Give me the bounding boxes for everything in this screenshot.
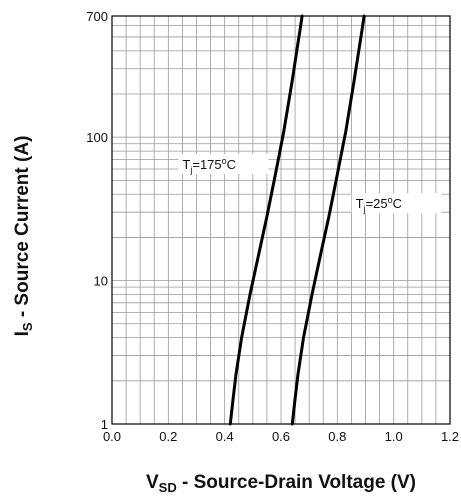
y-axis-title-sub: S bbox=[20, 322, 35, 331]
label-tj-175c-bg bbox=[178, 153, 269, 174]
x-axis-title-sub: SD bbox=[159, 480, 177, 495]
label-tj-25c-label-rest: =25 bbox=[366, 196, 388, 211]
label-tj-25c: Tj=25oC bbox=[356, 195, 402, 214]
x-axis-title: VSD - Source-Drain Voltage (V) bbox=[146, 472, 416, 495]
x-tick-label: 0.2 bbox=[159, 429, 177, 444]
label-tj-175c-label-rest: =175 bbox=[192, 157, 221, 172]
x-tick-label: 0.6 bbox=[272, 429, 290, 444]
x-tick-label: 0.8 bbox=[328, 429, 346, 444]
y-axis-title-rest: - Source Current (A) bbox=[12, 136, 33, 323]
plot-frame bbox=[111, 15, 451, 425]
y-axis-title-main: I bbox=[12, 331, 33, 336]
x-tick-label: 1.2 bbox=[441, 429, 459, 444]
y-tick-label: 1 bbox=[101, 417, 108, 432]
x-tick-label: 1.0 bbox=[385, 429, 403, 444]
x-tick-label: 0.4 bbox=[216, 429, 234, 444]
y-tick-label: 100 bbox=[86, 130, 108, 145]
x-axis-title-rest: - Source-Drain Voltage (V) bbox=[177, 472, 416, 493]
label-tj-25c-label-unit: C bbox=[393, 196, 402, 211]
curves bbox=[228, 14, 366, 426]
x-axis-title-main: V bbox=[146, 472, 159, 493]
label-tj-175c-label-sup: o bbox=[222, 156, 227, 166]
label-tj-25c-label-sup: o bbox=[388, 195, 393, 205]
label-tj-175c: Tj=175oC bbox=[182, 156, 236, 175]
label-tj-25c-label-sub: j bbox=[363, 204, 366, 214]
x-tick-label: 0.0 bbox=[103, 429, 121, 444]
label-tj-175c-label-unit: C bbox=[227, 157, 236, 172]
y-axis-title: IS - Source Current (A) bbox=[12, 136, 35, 337]
label-tj-175c-label-sub: j bbox=[189, 165, 192, 175]
y-tick-label: 10 bbox=[94, 274, 108, 289]
label-tj-25c-label-main: T bbox=[356, 196, 364, 211]
grid-lines bbox=[112, 16, 450, 424]
curve-tj-175c bbox=[228, 14, 304, 426]
label-tj-25c-bg bbox=[351, 193, 442, 214]
y-tick-label: 700 bbox=[86, 9, 108, 24]
x-tick-labels: 0.0 0.2 0.4 0.6 0.8 1.0 1.2 bbox=[103, 429, 459, 444]
curve-tj-25c bbox=[290, 14, 366, 426]
y-tick-labels: 1 10 100 700 bbox=[86, 9, 108, 432]
label-tj-175c-label-main: T bbox=[182, 157, 190, 172]
